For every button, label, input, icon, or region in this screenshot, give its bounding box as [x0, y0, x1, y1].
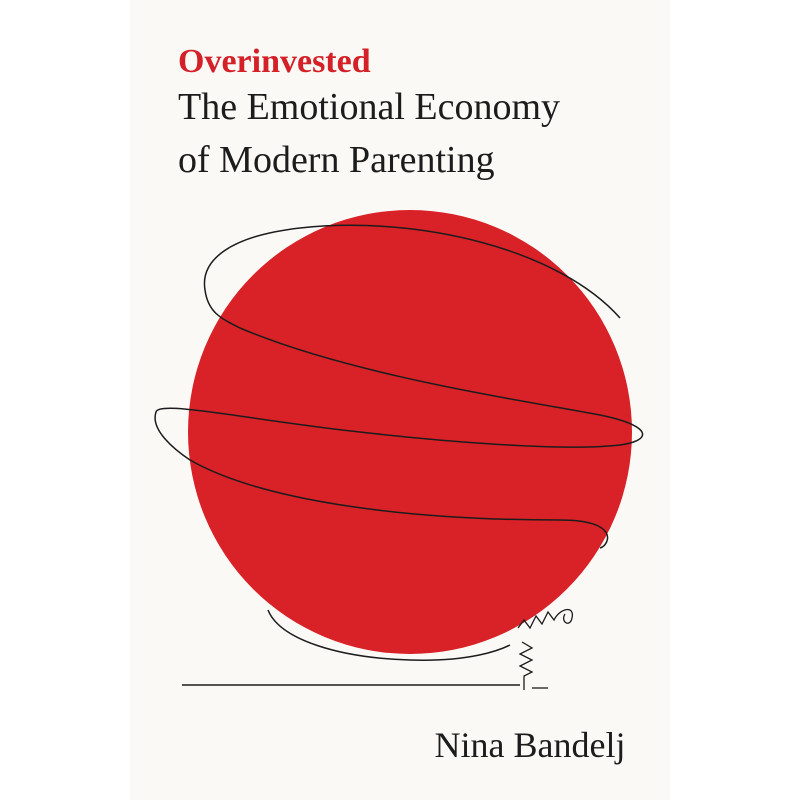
subtitle-line: of Modern Parenting — [178, 139, 495, 181]
spring — [517, 608, 573, 690]
subtitle-line: The Emotional Economy — [178, 86, 560, 128]
author: Nina Bandelj — [435, 725, 626, 765]
title: Overinvested — [178, 43, 371, 80]
red-sphere — [188, 210, 632, 654]
orbit-lines — [154, 224, 644, 661]
